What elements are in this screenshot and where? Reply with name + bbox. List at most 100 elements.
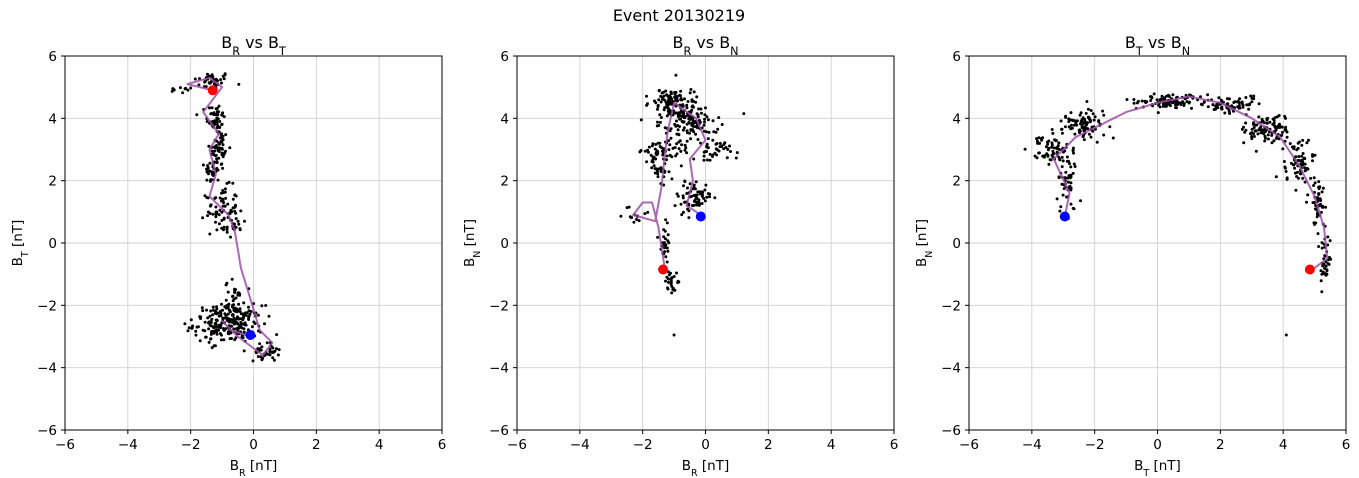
scatter-point: [1257, 102, 1261, 106]
scatter-point: [1067, 125, 1071, 129]
scatter-point: [215, 305, 219, 309]
scatter-point: [1035, 156, 1039, 160]
scatter-point: [667, 241, 671, 245]
scatter-point: [646, 150, 650, 154]
scatter-point: [1317, 192, 1320, 196]
scatter-point: [214, 107, 218, 111]
scatter-point: [715, 153, 719, 157]
scatter-point: [1044, 145, 1048, 149]
scatter-point: [227, 319, 231, 323]
scatter-point: [1296, 176, 1300, 180]
scatter-point: [232, 308, 236, 311]
x-tick-label: 2: [312, 437, 321, 453]
scatter-point: [258, 342, 262, 346]
scatter-point: [1232, 101, 1236, 104]
scatter-point: [172, 88, 176, 92]
scatter-point: [653, 147, 657, 151]
scatter-point: [201, 163, 205, 167]
scatter-point: [1085, 100, 1089, 103]
scatter-point: [665, 246, 669, 250]
scatter-point: [665, 260, 669, 264]
y-tick-label: 4: [48, 111, 57, 127]
scatter-point: [681, 196, 685, 200]
x-tick-label: −6: [55, 437, 75, 453]
scatter-point: [720, 123, 724, 126]
scatter-point: [1068, 162, 1071, 166]
scatter-point: [672, 275, 676, 278]
scatter-point: [215, 228, 219, 232]
scatter-point: [664, 237, 667, 241]
scatter-point: [722, 147, 726, 151]
scatter-point: [1252, 94, 1256, 98]
scatter-point: [213, 322, 217, 326]
scatter-point: [1064, 115, 1068, 119]
scatter-point: [1319, 202, 1322, 206]
scatter-point: [268, 353, 272, 357]
scatter-point: [1071, 171, 1075, 175]
scatter-point: [1315, 215, 1319, 219]
y-tick-label: −6: [489, 423, 509, 439]
scatter-point: [1244, 121, 1248, 125]
scatter-point: [1328, 255, 1331, 259]
scatter-point: [675, 152, 679, 156]
scatter-point: [210, 172, 214, 176]
scatter-point: [198, 339, 202, 343]
scatter-point: [237, 82, 241, 86]
scatter-point: [1220, 105, 1224, 109]
scatter-point: [687, 209, 691, 213]
scatter-point: [218, 196, 222, 200]
scatter-point: [723, 141, 727, 145]
scatter-point: [702, 123, 706, 127]
scatter-point: [1175, 106, 1178, 110]
scatter-point: [694, 100, 698, 104]
scatter-point: [198, 77, 201, 81]
scatter-point: [1046, 148, 1050, 152]
scatter-point: [1050, 153, 1054, 157]
scatter-point: [1062, 187, 1066, 191]
scatter-point: [1281, 130, 1284, 134]
scatter-point: [1294, 188, 1298, 192]
scatter-point: [211, 212, 215, 216]
scatter-point: [704, 106, 707, 110]
scatter-point: [1312, 221, 1316, 225]
scatter-point: [260, 358, 264, 362]
scatter-point: [711, 138, 715, 142]
scatter-point: [639, 118, 643, 122]
scatter-point: [222, 228, 225, 232]
scatter-point: [204, 335, 208, 339]
y-tick-label: 0: [48, 236, 57, 252]
scatter-point: [201, 309, 205, 313]
scatter-point: [213, 149, 217, 153]
x-tick-label: −2: [181, 437, 201, 453]
scatter-point: [1082, 129, 1086, 133]
scatter-point: [215, 122, 219, 126]
scatter-point: [670, 155, 674, 159]
scatter-point: [1326, 262, 1330, 266]
scatter-point: [1302, 156, 1306, 160]
scatter-point: [696, 138, 700, 141]
scatter-point: [1211, 103, 1215, 107]
scatter-point: [725, 156, 729, 160]
plot-area: [619, 73, 746, 337]
scatter-point: [209, 309, 213, 313]
scatter-point: [717, 116, 721, 120]
scatter-point: [1311, 159, 1314, 163]
scatter-point: [695, 196, 699, 200]
scatter-point: [1268, 120, 1272, 124]
scatter-point: [207, 327, 211, 331]
scatter-point: [1300, 143, 1304, 147]
scatter-point: [1065, 155, 1069, 159]
scatter-point: [210, 112, 213, 115]
scatter-point: [236, 309, 240, 313]
x-tick-label: 6: [438, 437, 447, 453]
scatter-point: [212, 111, 216, 115]
scatter-point: [208, 323, 212, 327]
scatter-point: [219, 338, 223, 342]
scatter-point: [688, 182, 692, 186]
scatter-point: [682, 111, 686, 115]
scatter-point: [702, 196, 706, 200]
scatter-point: [181, 91, 185, 95]
scatter-point: [227, 308, 231, 312]
scatter-point: [704, 183, 708, 187]
scatter-point: [682, 116, 686, 120]
